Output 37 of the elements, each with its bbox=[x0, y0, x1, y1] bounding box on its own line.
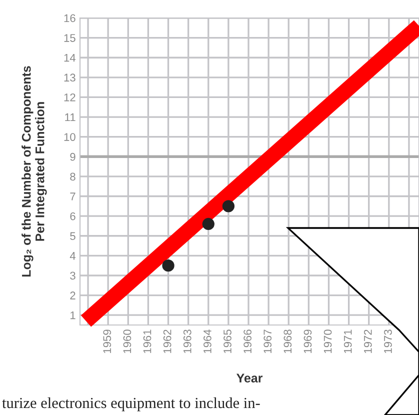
x-axis-title: Year bbox=[236, 374, 263, 383]
y-tick-label: 9 bbox=[70, 152, 76, 161]
x-tick-label: 1966 bbox=[244, 330, 252, 354]
y-tick-label: 15 bbox=[64, 34, 76, 42]
y-tick-label: 6 bbox=[70, 212, 76, 220]
point bbox=[202, 218, 214, 230]
point bbox=[162, 260, 174, 272]
x-tick-label: 1973 bbox=[384, 330, 392, 354]
point bbox=[222, 200, 235, 212]
x-tick-label: 1963 bbox=[183, 330, 192, 354]
x-tick-label: 1972 bbox=[364, 330, 372, 354]
x-tick-label: 1961 bbox=[143, 330, 152, 354]
x-tick-label: 1968 bbox=[284, 330, 292, 354]
x-tick-label: 1964 bbox=[203, 329, 212, 354]
y-axis-title: Log₂ of the Number of Components Per Integrated Function bbox=[22, 66, 47, 277]
y-tick-label: 14 bbox=[64, 54, 76, 62]
y-tick-label: 11 bbox=[65, 113, 76, 122]
y-tick-label: 3 bbox=[70, 272, 76, 280]
y-tick-label: 12 bbox=[64, 93, 76, 102]
y-tick-label: 16 bbox=[64, 14, 76, 22]
x-tick-label: 1970 bbox=[324, 330, 332, 354]
x-tick-label: 1965 bbox=[224, 330, 232, 354]
y-tick-label: 5 bbox=[70, 232, 76, 240]
x-tick-label: 1959 bbox=[103, 330, 112, 354]
y-tick-label: 7 bbox=[70, 192, 76, 200]
y-tick-label: 1 bbox=[70, 311, 76, 320]
text: turize electronics equipment to include in- bbox=[2, 397, 260, 412]
y-tick-label: 4 bbox=[70, 252, 76, 260]
y-tick-label: 8 bbox=[70, 172, 76, 181]
y-tick-label: 13 bbox=[64, 74, 76, 82]
x-tick-label: 1962 bbox=[163, 330, 172, 354]
x-tick-label: 1971 bbox=[344, 330, 352, 354]
y-tick-label: 10 bbox=[64, 133, 76, 141]
x-tick-label: 1969 bbox=[304, 330, 312, 354]
x-tick-label: 1967 bbox=[264, 330, 272, 354]
y-tick-label: 2 bbox=[70, 292, 76, 300]
x-tick-label: 1960 bbox=[123, 330, 132, 354]
